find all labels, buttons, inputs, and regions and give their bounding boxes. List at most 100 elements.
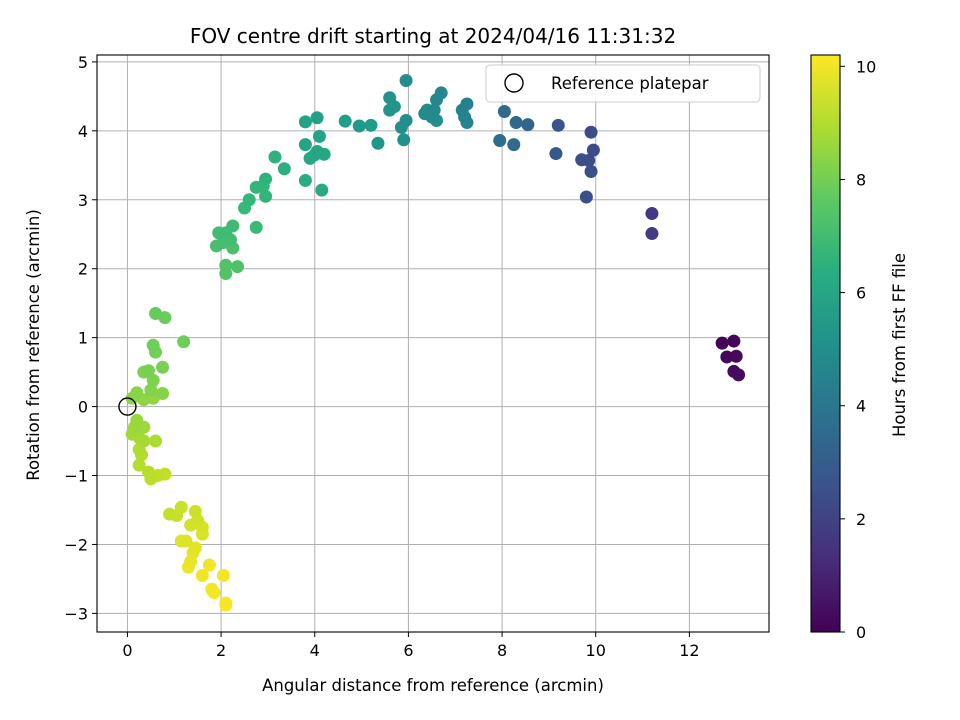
data-point (163, 507, 177, 521)
data-point (310, 145, 324, 159)
data-point (509, 116, 523, 130)
data-point (497, 105, 511, 119)
data-point (727, 364, 741, 378)
data-point (188, 504, 202, 518)
y-tick-label: −3 (64, 604, 88, 623)
x-tick-label: 6 (403, 641, 413, 660)
colorbar-tick-label: 6 (856, 284, 866, 303)
data-point (219, 596, 233, 610)
y-tick-label: −2 (64, 535, 88, 554)
data-point (352, 119, 366, 133)
data-point (586, 143, 600, 157)
data-point (427, 103, 441, 117)
data-point (132, 458, 146, 472)
data-point (399, 74, 413, 88)
data-point (149, 307, 163, 321)
y-axis-label: Rotation from reference (arcmin) (24, 209, 43, 481)
data-point (202, 558, 216, 572)
data-points (125, 74, 746, 612)
data-point (298, 115, 312, 129)
data-point (268, 150, 282, 164)
data-point (727, 334, 741, 348)
data-point (364, 118, 378, 132)
data-point (521, 118, 535, 132)
data-point (149, 434, 163, 448)
data-point (579, 190, 593, 204)
data-point (259, 189, 273, 203)
data-point (226, 219, 240, 233)
data-point (338, 114, 352, 128)
data-point (720, 350, 734, 364)
x-axis-label: Angular distance from reference (arcmin) (262, 676, 604, 695)
data-point (584, 165, 598, 179)
colorbar-tick-label: 10 (856, 57, 876, 76)
x-tick-label: 10 (586, 641, 606, 660)
plot-frame (96, 54, 770, 633)
colorbar: 0 2 4 6 8 10 Hours from first FF file (810, 54, 909, 642)
plot-area (97, 55, 769, 632)
y-tick-label: 0 (78, 398, 88, 417)
x-tick-label: 4 (310, 641, 320, 660)
data-point (645, 207, 659, 221)
data-point (460, 97, 474, 111)
data-point (142, 364, 156, 378)
data-point (507, 138, 521, 152)
data-point (146, 338, 160, 352)
colorbar-ticks: 0 2 4 6 8 10 (840, 57, 876, 642)
data-point (142, 465, 156, 479)
data-point (298, 138, 312, 152)
colorbar-gradient (810, 54, 841, 633)
x-axis-ticks: 0 2 4 6 8 10 12 (122, 632, 700, 660)
x-tick-label: 12 (679, 641, 699, 660)
data-point (582, 153, 596, 167)
x-tick-label: 0 (122, 641, 132, 660)
colorbar-tick-label: 2 (856, 510, 866, 529)
legend-label: Reference platepar (551, 74, 709, 93)
reference-platepar-marker (118, 397, 137, 416)
data-point (177, 335, 191, 349)
colorbar-tick-label: 0 (856, 623, 866, 642)
data-point (371, 136, 385, 150)
data-point (584, 125, 598, 139)
data-point (645, 227, 659, 241)
data-point (130, 386, 144, 400)
y-tick-label: 2 (78, 260, 88, 279)
y-tick-label: 1 (78, 329, 88, 348)
data-point (310, 111, 324, 125)
data-point (399, 113, 413, 127)
data-point (130, 413, 144, 427)
data-point (549, 147, 563, 161)
data-point (156, 360, 170, 374)
data-point (156, 386, 170, 400)
data-point (277, 162, 291, 176)
data-point (383, 91, 397, 105)
data-point (312, 129, 326, 143)
data-point (174, 534, 188, 548)
data-point (397, 133, 411, 147)
y-tick-label: −1 (64, 467, 88, 486)
colorbar-tick-label: 4 (856, 397, 866, 416)
data-point (715, 336, 729, 350)
legend-box (485, 64, 761, 103)
data-point (729, 349, 743, 363)
data-point (493, 133, 507, 147)
x-tick-label: 8 (497, 641, 507, 660)
data-point (315, 183, 329, 197)
y-axis-ticks: −3 −2 −1 0 1 2 3 4 5 (64, 53, 97, 623)
legend-marker-icon (504, 73, 524, 93)
data-point (551, 118, 565, 132)
data-point (146, 373, 160, 387)
data-point (219, 258, 233, 272)
y-tick-label: 3 (78, 191, 88, 210)
y-tick-label: 4 (78, 122, 88, 141)
colorbar-tick-label: 8 (856, 170, 866, 189)
legend: Reference platepar (485, 64, 761, 103)
data-point (216, 568, 230, 582)
data-point (259, 172, 273, 186)
data-point (298, 173, 312, 187)
data-point (249, 180, 263, 194)
chart-title: FOV centre drift starting at 2024/04/16 … (190, 24, 676, 48)
x-tick-label: 2 (216, 641, 226, 660)
data-point (249, 220, 263, 234)
